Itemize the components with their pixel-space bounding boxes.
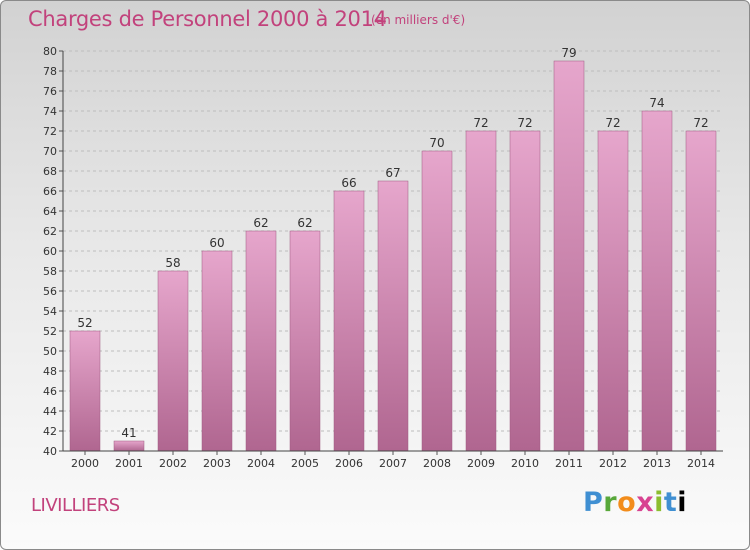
- data-label-2005: 62: [297, 216, 312, 230]
- x-tick-label: 2011: [555, 457, 583, 470]
- bar-2014: [685, 130, 717, 452]
- y-tick-label: 54: [43, 305, 57, 318]
- proxiti-logo[interactable]: Proxiti: [583, 487, 687, 518]
- data-labels: 52 41 58 60 62 62 66 67 70 72 72 79 72 74 72: [77, 46, 708, 440]
- y-tick-label: 70: [43, 145, 57, 158]
- y-tick-label: 40: [43, 445, 57, 458]
- data-label-2009: 72: [473, 116, 488, 130]
- logo-letter: i: [654, 487, 664, 518]
- data-label-2001: 41: [121, 426, 136, 440]
- data-label-2012: 72: [605, 116, 620, 130]
- bar-2005: [289, 230, 321, 452]
- y-tick-label: 44: [43, 405, 57, 418]
- data-label-2003: 60: [209, 236, 224, 250]
- bar-2013: [641, 110, 673, 452]
- y-tick-label: 58: [43, 265, 57, 278]
- x-tick-label: 2007: [379, 457, 407, 470]
- y-axis: 40 42 44 46 48 50 52 54 56 58 60 62 64 66 68 70 72 74 76 78…: [43, 45, 64, 458]
- y-tick-label: 72: [43, 125, 57, 138]
- x-tick-label: 2004: [247, 457, 275, 470]
- data-label-2000: 52: [77, 316, 92, 330]
- bar-2006: [333, 190, 365, 452]
- y-tick-label: 64: [43, 205, 57, 218]
- bar-2003: [201, 250, 233, 452]
- logo-letter: t: [663, 487, 678, 518]
- y-tick-label: 66: [43, 185, 57, 198]
- y-tick-label: 46: [43, 385, 57, 398]
- y-tick-label: 80: [43, 45, 57, 58]
- y-tick-label: 52: [43, 325, 57, 338]
- data-label-2004: 62: [253, 216, 268, 230]
- x-tick-label: 2000: [71, 457, 99, 470]
- y-tick-label: 60: [43, 245, 57, 258]
- bar-2011: [553, 60, 585, 452]
- y-tick-label: 42: [43, 425, 57, 438]
- logo-letter: o: [617, 487, 637, 518]
- x-tick-label: 2001: [115, 457, 143, 470]
- x-tick-label: 2014: [687, 457, 715, 470]
- bar-2000: [69, 330, 101, 452]
- x-tick-label: 2006: [335, 457, 363, 470]
- x-tick-label: 2008: [423, 457, 451, 470]
- data-label-2013: 74: [649, 96, 664, 110]
- location-name: LIVILLIERS: [31, 495, 120, 516]
- y-tick-label: 48: [43, 365, 57, 378]
- y-tick-label: 50: [43, 345, 57, 358]
- bar-2009: [465, 130, 497, 452]
- data-label-2007: 67: [385, 166, 400, 180]
- logo-letter: r: [603, 487, 618, 518]
- x-axis: 2000 2001 2002 2003 2004 2005 2006 2007 2008 2009…: [63, 450, 723, 470]
- y-tick-label: 74: [43, 105, 57, 118]
- x-tick-label: 2005: [291, 457, 319, 470]
- chart-title: Charges de Personnel 2000 à 2014: [28, 7, 387, 31]
- logo-letter: i: [677, 487, 688, 518]
- data-label-2014: 72: [693, 116, 708, 130]
- bar-2004: [245, 230, 277, 452]
- data-label-2011: 79: [561, 46, 576, 60]
- data-label-2002: 58: [165, 256, 180, 270]
- data-label-2010: 72: [517, 116, 532, 130]
- y-tick-label: 78: [43, 65, 57, 78]
- chart-subtitle: (en milliers d'€): [371, 13, 466, 27]
- bar-2010: [509, 130, 541, 452]
- x-tick-label: 2009: [467, 457, 495, 470]
- x-tick-label: 2013: [643, 457, 671, 470]
- bar-2002: [157, 270, 189, 452]
- bars: [69, 60, 717, 452]
- bar-2012: [597, 130, 629, 452]
- y-tick-label: 68: [43, 165, 57, 178]
- bar-2008: [421, 150, 453, 452]
- y-tick-label: 56: [43, 285, 57, 298]
- data-label-2006: 66: [341, 176, 356, 190]
- x-tick-label: 2012: [599, 457, 627, 470]
- logo-letter: x: [636, 487, 655, 518]
- logo-letter: P: [583, 487, 604, 518]
- x-tick-label: 2003: [203, 457, 231, 470]
- data-label-2008: 70: [429, 136, 444, 150]
- y-tick-label: 76: [43, 85, 57, 98]
- x-tick-label: 2002: [159, 457, 187, 470]
- bar-2007: [377, 180, 409, 452]
- x-tick-label: 2010: [511, 457, 539, 470]
- bar-2001: [113, 440, 145, 452]
- y-tick-label: 62: [43, 225, 57, 238]
